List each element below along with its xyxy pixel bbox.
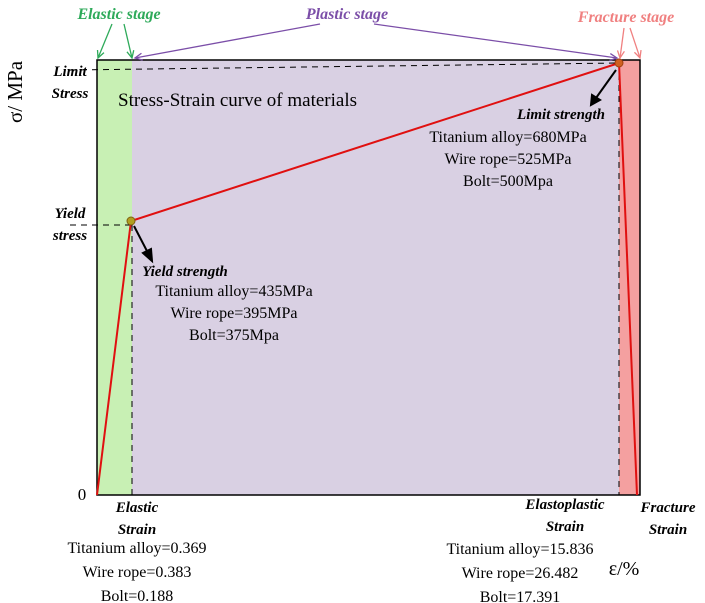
elastic-strain-values: Titanium alloy=0.369 Wire rope=0.383 Bolt=… [67, 540, 206, 603]
chart-title: Stress-Strain curve of materials [118, 90, 357, 111]
elastic-strain-label: Elastic Strain [115, 500, 159, 538]
stress-strain-curve [96, 61, 638, 496]
fracture-stage-label: Fracture stage [577, 9, 674, 26]
plastic-stage-region [132, 60, 619, 495]
limit-strength-values: Titanium alloy=680MPa Wire rope=525MPa Bol… [429, 129, 586, 190]
yield-strength-values: Titanium alloy=435MPa Wire rope=395MPa Bol… [155, 283, 312, 344]
y-zero-label: 0 [78, 485, 87, 504]
limit-stress-label: Limit Stress [52, 64, 89, 102]
plastic-stage-label: Plastic stage [305, 6, 388, 23]
yield-stress-label: Yield stress [52, 206, 87, 244]
plot-frame [96, 59, 641, 496]
limit-strength-heading: Limit strength [516, 107, 605, 123]
yield-strength-heading: Yield strength [142, 264, 227, 280]
limit-point-marker [614, 58, 624, 68]
y-axis-label: σ/ MPa [3, 60, 27, 123]
yield-point-marker [126, 216, 136, 226]
elastic-stage-label: Elastic stage [76, 6, 160, 23]
stage-bracket-arrows [96, 23, 642, 62]
fracture-strain-label: Fracture Strain [639, 500, 695, 538]
annotation-pointers [133, 69, 617, 264]
elastoplastic-strain-values: Titanium alloy=15.836 Wire rope=26.482 Bol… [446, 541, 593, 603]
limit-stress-dashed-line [69, 62, 620, 71]
elastoplastic-strain-label: Elastoplastic Strain [524, 497, 605, 535]
x-axis-label: ε/% [609, 558, 640, 580]
elastic-stage-region [97, 60, 132, 495]
